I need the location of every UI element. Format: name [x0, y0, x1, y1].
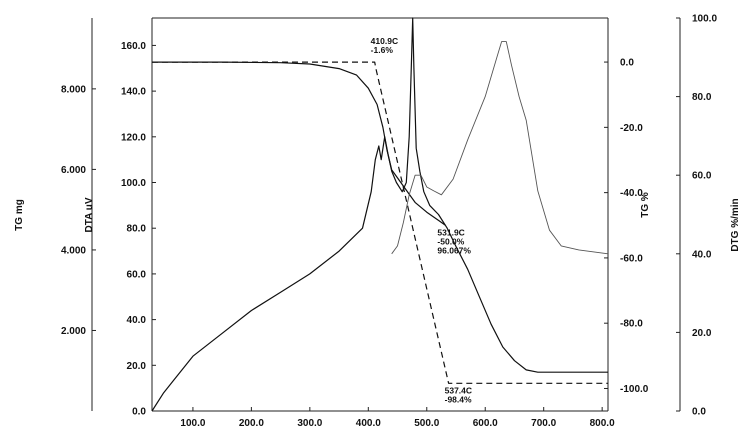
- dtg-tick-label: 40.0: [692, 249, 712, 260]
- series-group: [151, 17, 609, 412]
- x-axis: 100.0 200.0 300.0 400.0 500.0 600.0 700.0 800.0: [180, 407, 615, 428]
- tg-percent-tick-label: -20.0: [620, 123, 643, 134]
- x-tick-label: 400.0: [356, 418, 381, 428]
- tg-percent-tick-label: -80.0: [620, 319, 643, 330]
- tg-percent-tick-label: 0.0: [620, 58, 634, 69]
- annotation-group: 410.9C -1.6% 531.9C -50.0% 96.067% 537.4C -98.…: [371, 36, 472, 404]
- series-tg-percent-dashed-line: [152, 61, 608, 384]
- x-tick-label: 700.0: [531, 418, 556, 428]
- tg-mg-tick-label: 2.000: [61, 326, 86, 337]
- annotation-line: 96.067%: [437, 245, 471, 255]
- annotation-line: -1.6%: [371, 45, 394, 55]
- tg-percent-axis-title: TG %: [640, 192, 651, 218]
- x-tick-label: 300.0: [297, 418, 322, 428]
- plot-frame: [152, 17, 608, 412]
- annotation-line: 410.9C: [371, 36, 398, 46]
- dtg-tick-label: 80.0: [692, 92, 712, 103]
- annotation-label: 410.9C -1.6%: [371, 36, 398, 55]
- tg-mg-axis: TG mg 2.000 4.000 6.000 8.000: [14, 18, 96, 411]
- dta-uv-tick-label: 140.0: [121, 87, 146, 98]
- tg-percent-tick-label: -40.0: [620, 188, 643, 199]
- dta-uv-tick-label: 80.0: [127, 224, 147, 235]
- x-tick-label: 800.0: [590, 418, 615, 428]
- annotation-label: 531.9C -50.0% 96.067%: [437, 227, 471, 255]
- annotation-line: 531.9C: [437, 227, 464, 237]
- x-tick-label: 500.0: [414, 418, 439, 428]
- tg-mg-tick-label: 8.000: [61, 84, 86, 95]
- dta-axis-title: DTA uV: [84, 197, 95, 232]
- dta-uv-tick-label: 0.0: [132, 407, 146, 418]
- x-tick-label: 600.0: [473, 418, 498, 428]
- tg-percent-axis: TG % 0.0 -20.0 -40.0 -60.0 -80.0 -100.0: [604, 18, 651, 411]
- x-tick-label: 100.0: [180, 418, 205, 428]
- dtg-tick-label: 20.0: [692, 328, 712, 339]
- dtg-axis-title: DTG %/min: [730, 198, 740, 251]
- tg-percent-tick-label: -60.0: [620, 253, 643, 264]
- tg-percent-tick-label: -100.0: [620, 384, 649, 395]
- annotation-line: -98.4%: [445, 394, 472, 404]
- x-tick-label: 200.0: [239, 418, 264, 428]
- tg-mg-tick-label: 4.000: [61, 245, 86, 256]
- dta-uv-tick-label: 40.0: [127, 315, 147, 326]
- annotation-label: 537.4C -98.4%: [445, 385, 472, 404]
- dtg-axis: DTG %/min 0.0 20.0 40.0 60.0 80.0 100.0: [676, 14, 740, 418]
- dta-uv-tick-label: 20.0: [127, 361, 147, 372]
- series-tg-percent-solid-line: [152, 61, 446, 226]
- dta-uv-tick-label: 100.0: [121, 178, 146, 189]
- tg-mg-axis-title: TG mg: [14, 199, 25, 231]
- dta-uv-tick-label: 60.0: [127, 269, 147, 280]
- dtg-tick-label: 0.0: [692, 407, 706, 418]
- dta-uv-tick-label: 160.0: [121, 41, 146, 52]
- annotation-line: 537.4C: [445, 385, 472, 395]
- tg-mg-tick-label: 6.000: [61, 165, 86, 176]
- series-dtg-solid-line: [391, 41, 609, 255]
- dtg-tick-label: 100.0: [692, 14, 717, 25]
- dtg-tick-label: 60.0: [692, 171, 712, 182]
- annotation-line: -50.0%: [437, 236, 464, 246]
- series-dta-uv-solid-line: [151, 17, 608, 412]
- dta-uv-tick-label: 120.0: [121, 132, 146, 143]
- dta-axis: DTA uV 0.0 20.0 40.0 60.0 80.0 100.0 120.0 140.…: [84, 18, 156, 418]
